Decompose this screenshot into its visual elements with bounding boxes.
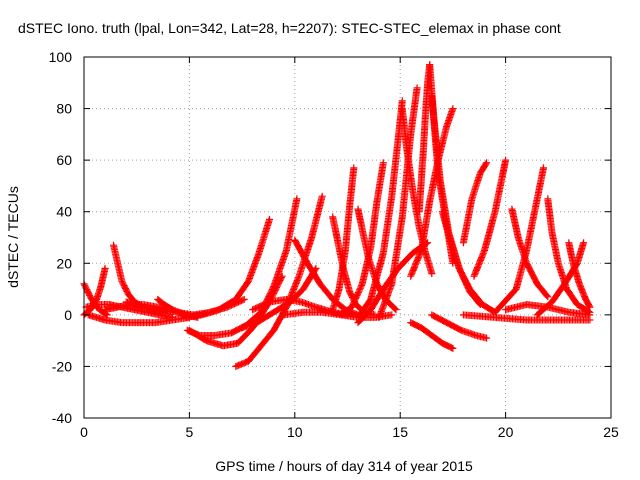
y-tick-label: 40 [56,204,72,220]
axis-ticks: 0 5 10 15 20 25 -40 -20 0 20 40 60 80 100 [49,49,619,440]
series-arc-35 [491,164,547,316]
series-arc-28 [407,105,457,280]
series-arc-24 [375,84,421,321]
x-tick-label: 5 [186,424,194,440]
x-tick-label: 10 [287,424,303,440]
plot-frame [83,56,612,419]
series-markers [459,159,491,247]
series-markers [459,311,594,324]
series-arc-33 [470,156,510,280]
series-arc-39 [459,311,594,324]
series-arc-25 [415,61,434,216]
y-tick-label: 80 [56,101,72,117]
series-markers [407,319,457,352]
series-arc-30 [407,319,457,352]
y-tick-label: 100 [49,49,73,65]
series-markers [415,61,434,216]
series-arc-29 [438,208,499,316]
x-tick-label: 25 [603,424,619,440]
series-markers [533,239,588,319]
x-tick-label: 0 [80,424,88,440]
series-arc-31 [428,311,491,342]
series-markers [502,301,594,319]
series-markers [354,97,406,321]
y-tick-label: 0 [64,307,72,323]
x-tick-label: 20 [498,424,514,440]
series-markers [375,84,421,321]
series-arc-09 [181,215,273,321]
series-markers [438,208,499,316]
series-arc-40 [502,301,594,319]
y-tick-label: -40 [52,410,72,426]
series-arc-18 [329,164,358,314]
series-arc-38 [533,239,588,319]
series-markers [181,215,273,321]
series-markers [407,105,457,280]
x-tick-label: 15 [392,424,408,440]
series-arc-32 [459,159,491,247]
series-markers [491,164,547,316]
series-markers [470,156,510,280]
series-markers [428,311,491,342]
y-axis-label: dSTEC / TECUs [5,186,21,288]
series-arc-21 [354,97,406,321]
y-tick-label: 60 [56,152,72,168]
y-tick-label: 20 [56,255,72,271]
x-axis-label: GPS time / hours of day 314 of year 2015 [215,458,473,474]
y-tick-label: -20 [52,358,72,374]
chart-title: dSTEC Iono. truth (lpal, Lon=342, Lat=28… [18,20,561,36]
data-points [80,61,594,370]
series-markers [329,164,358,314]
